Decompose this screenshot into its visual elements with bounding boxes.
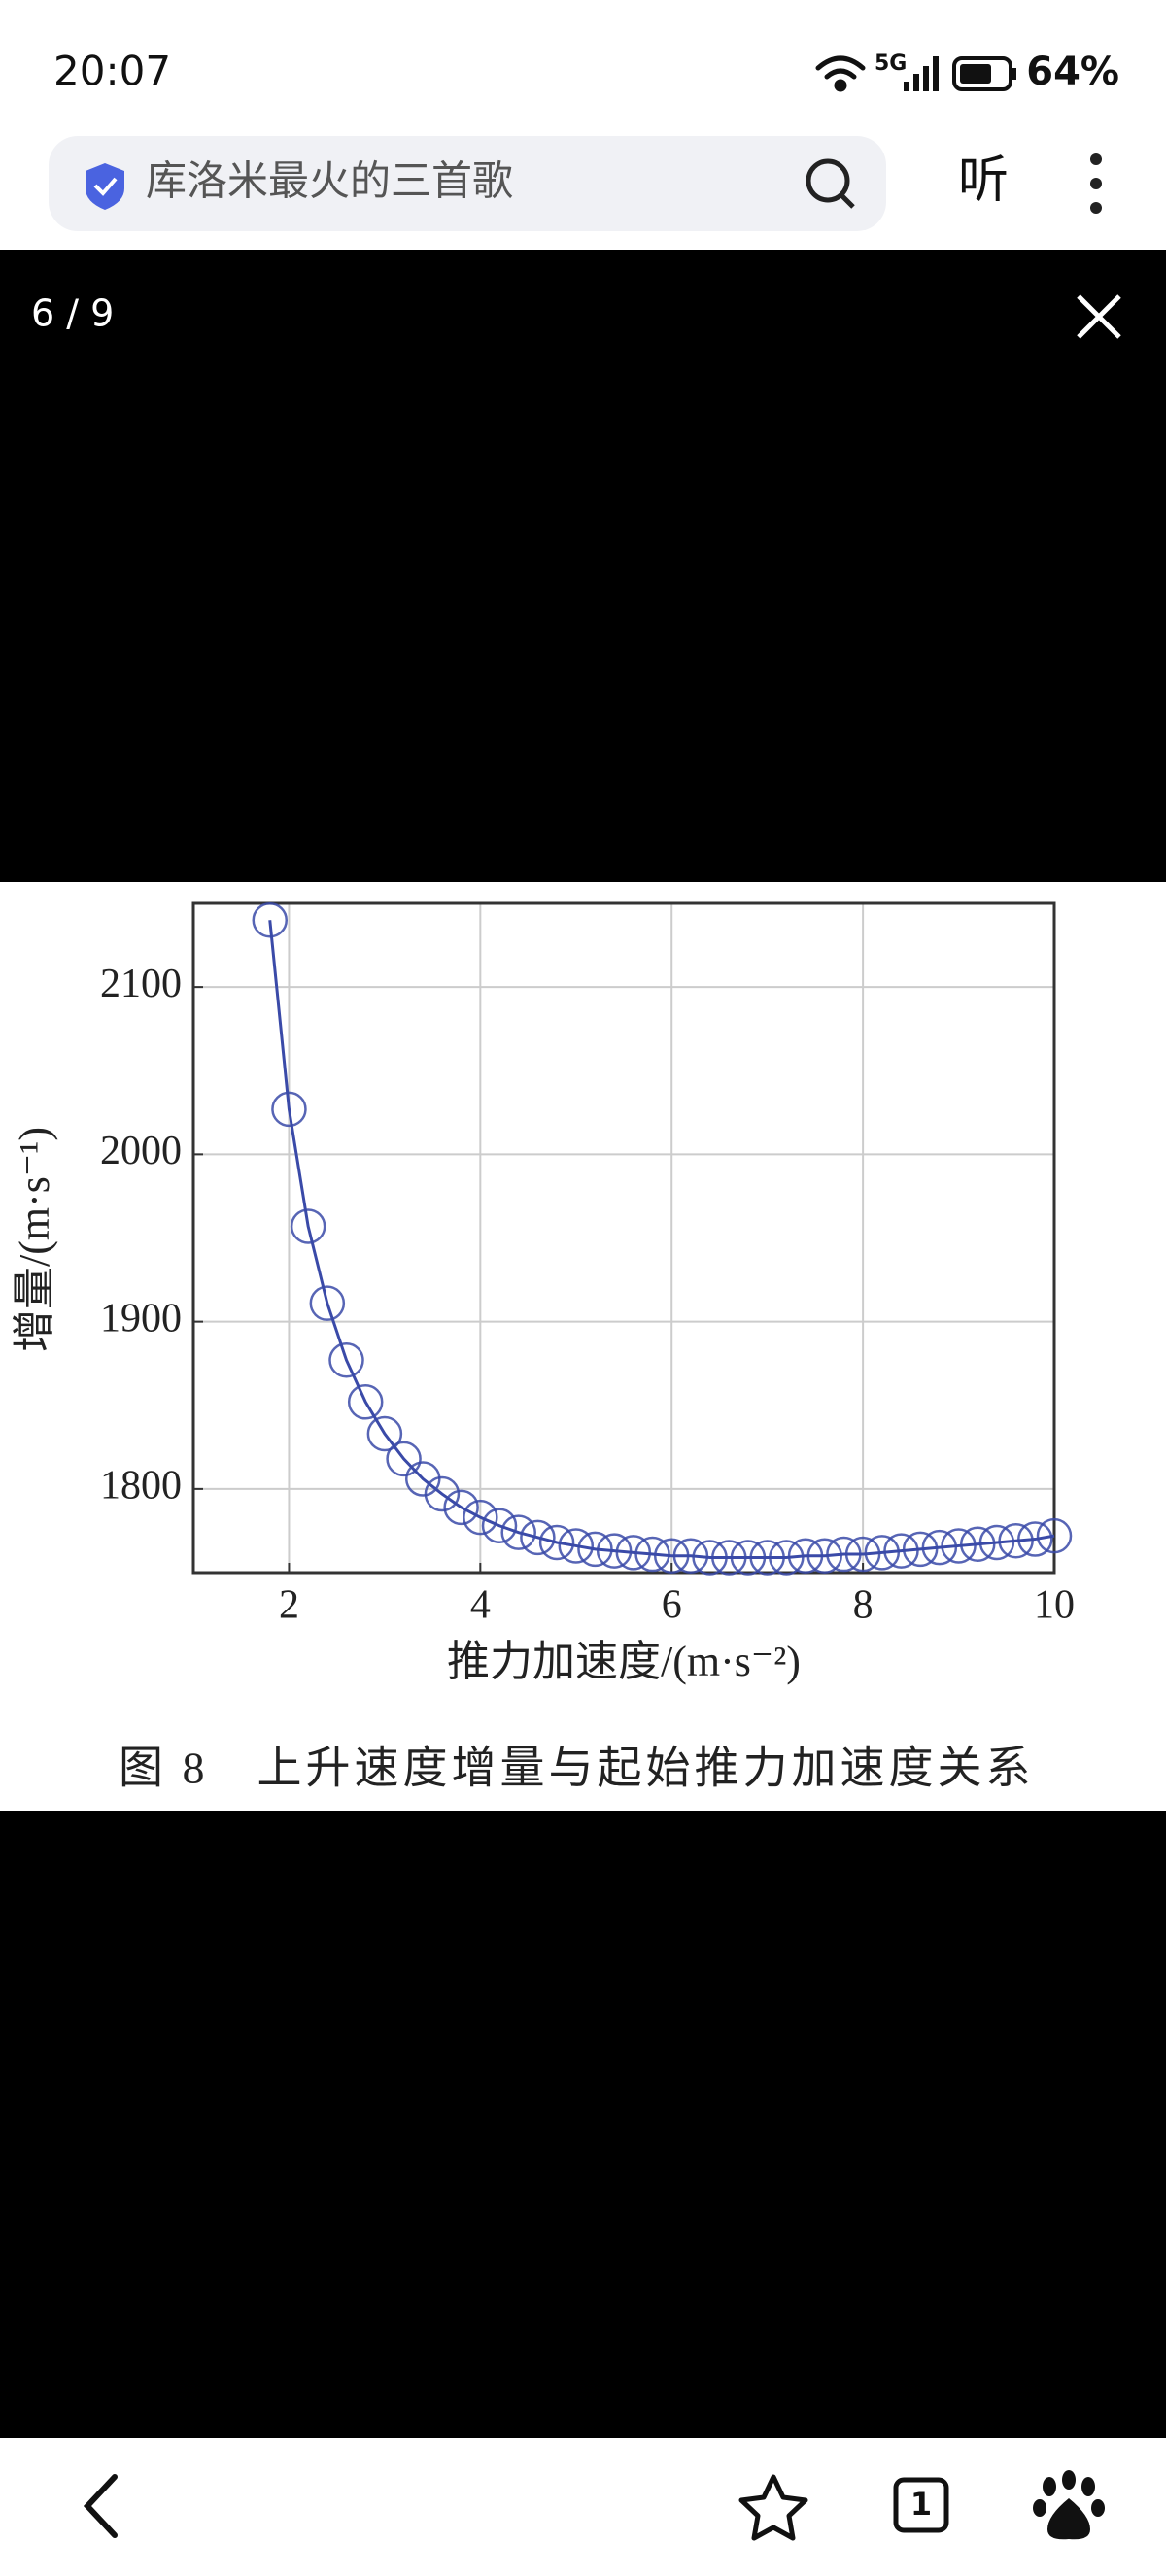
- search-query[interactable]: 库洛米最火的三首歌: [146, 157, 513, 205]
- data-point: [634, 1536, 670, 1573]
- data-point: [806, 1538, 842, 1575]
- search-box[interactable]: [49, 136, 886, 231]
- shield-check: [93, 177, 118, 196]
- data-point: [596, 1533, 633, 1569]
- data-point: [558, 1528, 595, 1564]
- y-tick-label: 1900: [100, 1296, 182, 1340]
- data-point: [1036, 1517, 1073, 1554]
- battery-level: 64%: [1026, 50, 1119, 94]
- data-point: [941, 1528, 977, 1564]
- bottom-nav: [0, 2438, 1166, 2576]
- data-point: [290, 1208, 326, 1244]
- data-point: [443, 1489, 479, 1526]
- viewer-bottom: [0, 1811, 1166, 2438]
- signal-icon: [904, 56, 939, 91]
- data-point: [864, 1535, 901, 1571]
- network-type: 5G: [874, 51, 907, 76]
- data-point: [921, 1529, 958, 1566]
- data-point: [902, 1531, 939, 1568]
- data-point: [252, 901, 289, 938]
- data-point: [998, 1523, 1034, 1559]
- data-point: [749, 1540, 785, 1576]
- data-point: [672, 1538, 709, 1575]
- data-point: [405, 1461, 441, 1497]
- data-point: [500, 1514, 536, 1550]
- data-point: [844, 1536, 881, 1573]
- bookmark-button[interactable]: [738, 2474, 808, 2541]
- x-tick-label: 6: [662, 1583, 682, 1628]
- data-point: [1017, 1521, 1053, 1557]
- data-point: [424, 1475, 461, 1512]
- data-point: [692, 1540, 728, 1576]
- shield-icon: [86, 163, 124, 210]
- tabs-button[interactable]: [893, 2477, 949, 2533]
- data-point: [615, 1535, 652, 1571]
- data-point: [787, 1538, 824, 1575]
- data-point: [959, 1526, 996, 1562]
- data-point: [463, 1499, 498, 1536]
- data-point: [653, 1538, 690, 1575]
- status-time: 20:07: [53, 48, 171, 95]
- baidu-icon[interactable]: [1033, 2470, 1105, 2540]
- viewer-top: [0, 250, 1166, 882]
- x-tick-label: 10: [1034, 1583, 1075, 1628]
- data-point: [826, 1536, 862, 1573]
- wifi-icon: [815, 55, 866, 92]
- data-point: [347, 1384, 384, 1420]
- menu-icon[interactable]: [1090, 153, 1102, 214]
- figure-caption: 图 8 上升速度增量与起始推力加速度关系: [119, 1744, 1035, 1793]
- plot: 1800 1900 2000 2100 2 4 6 8 10: [100, 901, 1075, 1628]
- y-tick-label: 1800: [100, 1464, 182, 1508]
- battery-icon: [952, 56, 1016, 91]
- plot-frame: [191, 901, 1056, 1575]
- data-point: [366, 1415, 403, 1452]
- data-point: [520, 1519, 556, 1556]
- data-point: [271, 1091, 307, 1128]
- x-tick-label: 2: [279, 1583, 299, 1628]
- close-button[interactable]: [1077, 294, 1121, 339]
- x-tick-label: 4: [470, 1583, 491, 1628]
- data-point: [386, 1441, 422, 1477]
- listen-button[interactable]: 听: [958, 152, 1009, 210]
- tabs-count[interactable]: 1: [910, 2486, 932, 2523]
- x-axis-label: 推力加速度/(m·s⁻²): [447, 1638, 801, 1685]
- data-point: [978, 1524, 1015, 1561]
- data-point: [883, 1533, 919, 1569]
- data-point: [730, 1540, 767, 1576]
- data-point: [711, 1540, 747, 1576]
- back-button[interactable]: [83, 2474, 118, 2538]
- y-tick-label: 2000: [100, 1129, 182, 1173]
- data-point: [538, 1524, 575, 1561]
- search-icon[interactable]: [806, 158, 855, 209]
- data-point: [481, 1508, 518, 1544]
- y-axis-label: 增量/(m·s⁻¹): [11, 1127, 58, 1352]
- data-point: [577, 1531, 613, 1568]
- y-tick-label: 2100: [100, 962, 182, 1006]
- x-tick-label: 8: [853, 1583, 874, 1628]
- data-point: [309, 1285, 346, 1321]
- data-point: [328, 1341, 364, 1378]
- image-counter: 6 / 9: [31, 292, 114, 335]
- data-point: [769, 1540, 805, 1576]
